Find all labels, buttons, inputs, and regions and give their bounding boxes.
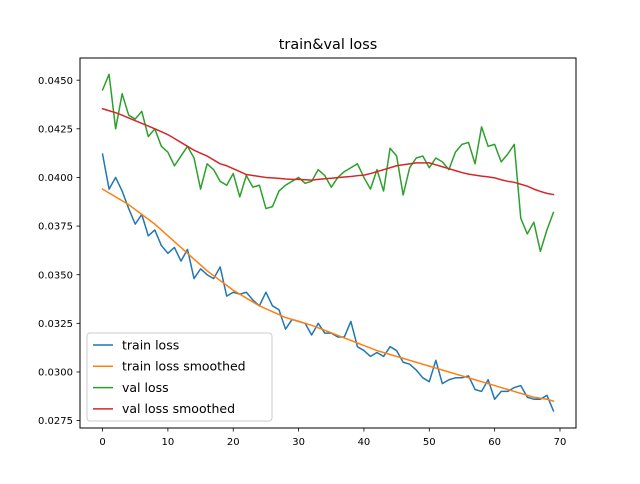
y-tick-label: 0.0450 <box>38 76 73 87</box>
y-tick-label: 0.0375 <box>38 222 73 233</box>
x-tick-label: 30 <box>292 437 305 448</box>
x-axis: 0 10 20 30 40 50 60 70 <box>99 428 566 448</box>
series-line-3 <box>101 107 555 196</box>
y-tick-label: 0.0325 <box>38 319 73 330</box>
series-line-2 <box>101 73 555 253</box>
y-tick-label: 0.0400 <box>38 173 73 184</box>
series-line-1 <box>101 188 555 403</box>
series-line-0 <box>101 153 555 412</box>
x-tick-label: 70 <box>554 437 567 448</box>
x-tick-label: 50 <box>423 437 436 448</box>
x-tick-label: 20 <box>227 437 240 448</box>
legend: train loss train loss smoothed val loss val… <box>86 332 273 422</box>
axes-frame <box>79 57 577 429</box>
legend-label-2: val loss <box>122 380 169 395</box>
legend-box <box>86 332 273 422</box>
y-axis: 0.0275 0.0300 0.0325 0.0350 0.0375 0.0400 0.04… <box>38 76 80 427</box>
legend-label-1: train loss smoothed <box>122 359 246 374</box>
x-tick-label: 60 <box>488 437 501 448</box>
y-tick-label: 0.0300 <box>38 368 73 379</box>
y-tick-label: 0.0425 <box>38 124 73 135</box>
x-tick-label: 0 <box>99 437 105 448</box>
legend-label-0: train loss <box>122 337 179 352</box>
plot-area <box>101 73 555 412</box>
x-tick-label: 40 <box>358 437 371 448</box>
y-tick-label: 0.0275 <box>38 416 73 427</box>
chart-title: train&val loss <box>279 37 377 53</box>
y-tick-label: 0.0350 <box>38 270 73 281</box>
x-tick-label: 10 <box>162 437 175 448</box>
legend-label-3: val loss smoothed <box>122 401 235 416</box>
